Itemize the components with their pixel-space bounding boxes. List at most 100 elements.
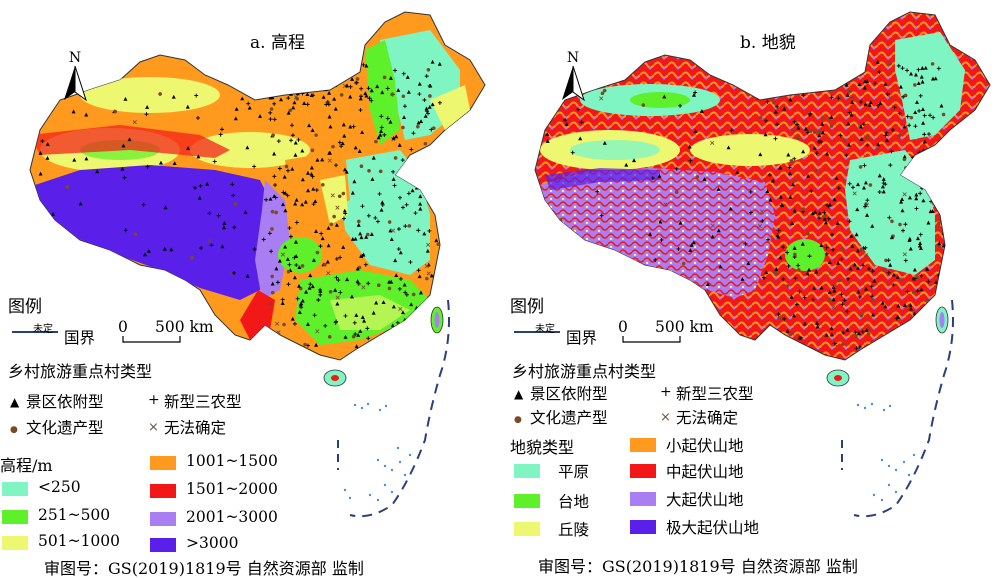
agriculture-village-marker [273,183,278,188]
scenic-village-marker [163,205,168,210]
scenic-village-marker [245,145,250,150]
agriculture-village-marker [280,340,285,345]
village-type-label: 景区依附型 [530,385,608,403]
heritage-village-marker [915,275,920,280]
scenic-village-marker [410,188,415,193]
agriculture-village-marker [354,80,359,85]
undetermined-village-marker [849,95,855,100]
scenic-village-marker [891,338,896,343]
agriculture-village-marker [563,118,568,123]
agriculture-village-marker [824,245,829,250]
agriculture-village-marker [334,256,339,261]
scenic-village-marker [922,139,927,144]
agriculture-village-marker [366,281,371,286]
agriculture-village-marker [398,195,403,200]
undetermined-village-marker [710,140,715,145]
agriculture-village-marker [936,162,941,167]
scenic-village-marker [788,195,793,199]
scenic-village-marker [342,133,347,138]
heritage-village-marker [327,81,332,85]
agriculture-village-marker [860,329,865,334]
scenic-village-marker [45,142,50,146]
heritage-village-marker [401,125,405,130]
heritage-village-marker [158,92,162,96]
agriculture-village-marker [391,169,396,174]
heritage-village-marker [374,139,378,144]
scenic-village-marker [786,152,791,157]
agriculture-village-marker [294,220,299,225]
agriculture-village-marker [286,168,291,173]
agriculture-village-marker [284,74,289,79]
agriculture-village-marker [883,133,888,138]
landform-swatch [630,438,656,452]
agriculture-village-marker [232,271,237,276]
scenic-village-marker [825,151,830,156]
scenic-village-marker [880,184,885,189]
agriculture-village-marker [817,216,822,221]
elevation-title: 高程/m [0,456,53,475]
heritage-village-marker [382,75,387,80]
heritage-village-marker [814,168,818,173]
agriculture-village-marker [379,114,384,119]
scenic-village-marker [145,105,150,109]
agriculture-village-marker [775,122,780,127]
scenic-village-marker [854,232,859,237]
scenic-village-marker [862,85,867,90]
heritage-village-marker [270,227,274,231]
agriculture-village-marker [860,263,865,268]
heritage-village-marker [426,67,431,72]
elevation-swatch [150,512,176,526]
scenic-village-marker [402,282,407,287]
heritage-village-marker [270,209,275,214]
heritage-village-marker [315,250,320,255]
heritage-village-marker [837,278,842,283]
scenic-village-marker [281,202,286,207]
scenic-village-marker [691,240,696,245]
agriculture-village-marker [922,132,927,137]
agriculture-village-marker [230,182,235,187]
heritage-village-marker [925,298,930,303]
undetermined-village-marker [935,290,940,295]
scenic-village-marker [768,197,773,202]
agriculture-village-marker [894,316,899,321]
agriculture-village-marker [779,58,784,63]
scenic-village-marker [221,225,226,230]
scenic-village-marker [38,150,43,155]
undetermined-village-marker [426,242,431,247]
scenic-village-marker [602,140,607,145]
landform-map [534,11,991,518]
scale-label: 500 km [155,318,214,336]
agriculture-village-marker [366,336,371,341]
agriculture-village-marker [776,312,781,317]
undetermined-village-marker [268,301,273,307]
scenic-village-marker [827,202,832,207]
panel-title: b. 地貌 [740,33,796,53]
agriculture-village-marker [918,191,923,196]
scenic-village-marker [418,201,423,206]
scenic-village-marker [819,285,824,290]
village-type-label: 景区依附型 [26,393,104,411]
agriculture-village-marker [786,337,791,342]
scenic-village-marker [923,155,928,160]
agriculture-village-marker [252,247,257,252]
undetermined-village-marker [315,329,320,334]
agriculture-village-marker [396,227,401,232]
scenic-village-marker [900,197,905,202]
scenic-village-marker [370,177,375,181]
scenic-village-marker [418,194,423,199]
agriculture-village-marker [89,274,94,279]
agriculture-village-marker [903,258,908,263]
scenic-village-marker [222,221,227,225]
agriculture-village-marker [595,189,600,194]
undetermined-village-marker [663,202,668,207]
agriculture-village-marker [847,181,852,186]
agriculture-village-marker [838,133,843,138]
agriculture-village-marker [824,251,829,256]
agriculture-village-marker [678,103,683,108]
agriculture-village-marker [40,139,45,144]
scenic-village-marker [791,313,796,318]
scenic-village-marker [920,107,925,112]
cultural-heritage-icon: ● [514,415,522,425]
heritage-village-marker [817,129,822,134]
agriculture-village-marker [796,263,801,268]
